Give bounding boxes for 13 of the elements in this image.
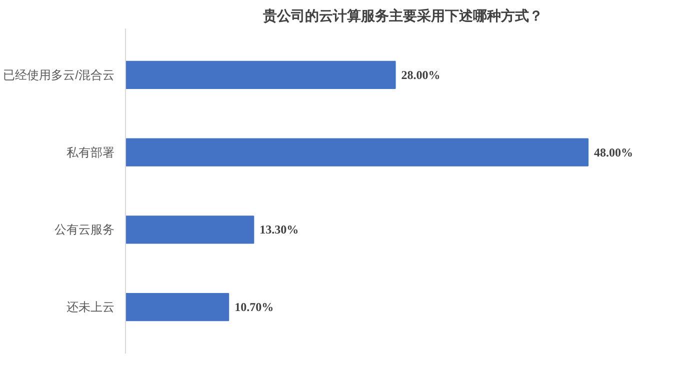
- bar: [126, 216, 254, 244]
- bar: [126, 60, 396, 89]
- y-tick-label: 已经使用多云/混合云: [3, 68, 115, 82]
- bar: [126, 293, 230, 322]
- chart-title: 贵公司的云计算服务主要采用下述哪种方式？: [262, 8, 543, 24]
- data-label: 48.00%: [594, 145, 633, 160]
- y-tick-label: 还未上云: [66, 300, 114, 314]
- y-tick-label: 公有云服务: [54, 222, 114, 237]
- y-tick-label: 私有部署: [66, 145, 114, 160]
- data-label: 13.30%: [260, 222, 299, 237]
- data-label: 10.70%: [234, 300, 274, 314]
- data-label: 28.00%: [401, 68, 440, 82]
- bar: [126, 138, 588, 166]
